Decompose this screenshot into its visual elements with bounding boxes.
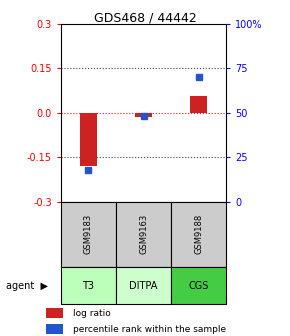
Text: percentile rank within the sample: percentile rank within the sample [73,325,226,334]
Bar [61,267,116,304]
Text: GSM9163: GSM9163 [139,214,148,254]
Bar [171,202,226,267]
Bar [61,202,116,267]
Text: CGS: CGS [188,281,209,291]
Bar [135,113,152,117]
Bar [171,267,226,304]
Text: GDS468 / 44442: GDS468 / 44442 [94,12,196,25]
Bar [190,96,207,113]
Bar [80,113,97,166]
Text: DITPA: DITPA [129,281,158,291]
Text: agent  ▶: agent ▶ [6,281,48,291]
Text: log ratio: log ratio [73,309,111,318]
Bar [116,202,171,267]
Bar [46,308,64,319]
Text: GSM9183: GSM9183 [84,214,93,254]
Bar [46,324,64,335]
Text: T3: T3 [82,281,95,291]
Bar [116,267,171,304]
Text: GSM9188: GSM9188 [194,214,203,254]
